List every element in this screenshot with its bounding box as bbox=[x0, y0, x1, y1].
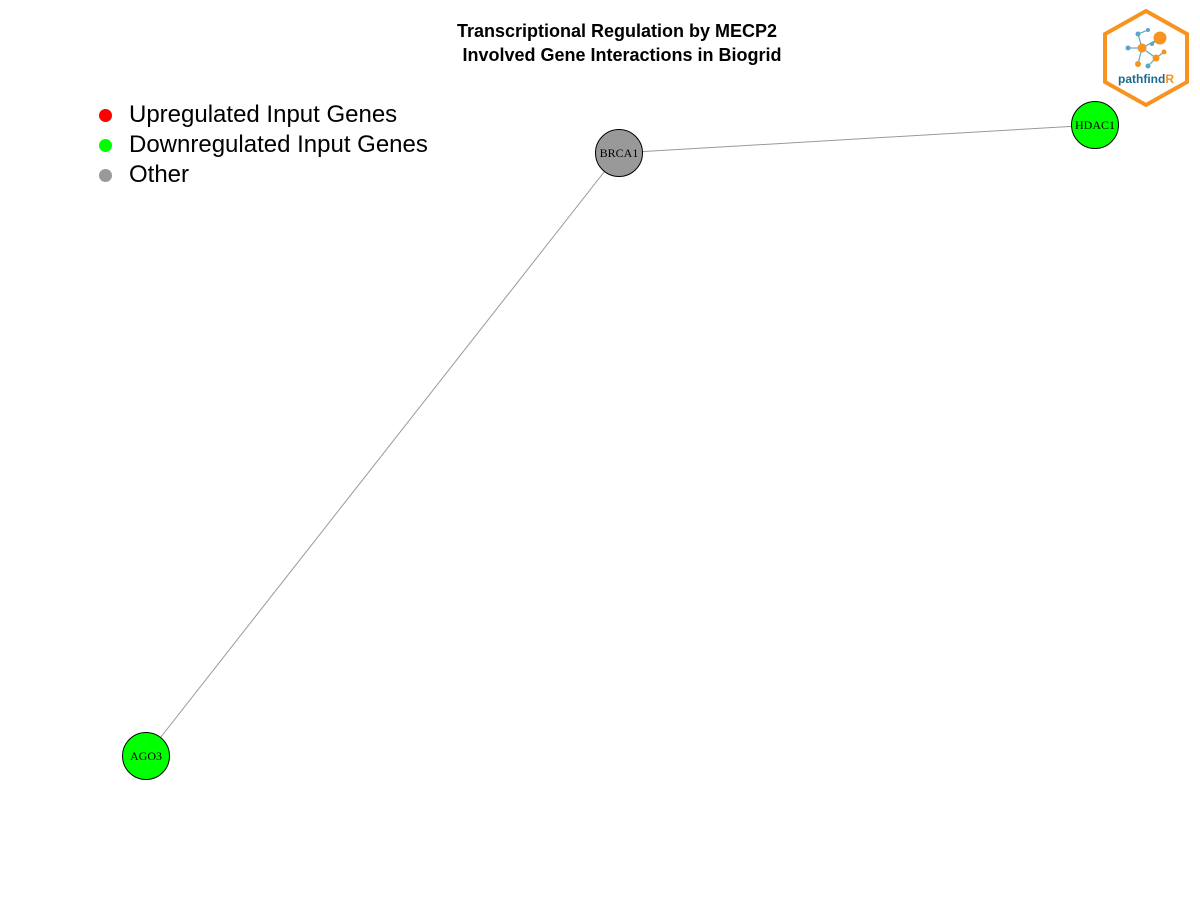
node-label-brca1: BRCA1 bbox=[600, 146, 639, 160]
edge-brca1-ago3 bbox=[145, 152, 620, 757]
logo-text-accent: R bbox=[1165, 72, 1174, 86]
node-hdac1: HDAC1 bbox=[1071, 101, 1119, 149]
legend: Upregulated Input Genes Downregulated In… bbox=[96, 100, 428, 190]
logo-text-main: pathfind bbox=[1118, 72, 1165, 86]
network-edges bbox=[145, 124, 1096, 757]
pathfindr-logo: pathfindR bbox=[1100, 8, 1192, 113]
node-circle-hdac1 bbox=[1071, 101, 1119, 149]
node-label-ago3: AGO3 bbox=[130, 749, 162, 763]
pathfindr-logo-icon: pathfindR bbox=[1103, 8, 1189, 108]
chart-title-line1: Transcriptional Regulation by MECP2 bbox=[456, 21, 778, 41]
node-circle-ago3 bbox=[122, 732, 170, 780]
legend-item-upregulated: Upregulated Input Genes bbox=[96, 100, 428, 130]
legend-label-upregulated: Upregulated Input Genes bbox=[129, 101, 398, 128]
legend-marker-other bbox=[99, 168, 112, 182]
legend-item-downregulated: Downregulated Input Genes bbox=[96, 130, 428, 160]
legend-marker-downregulated bbox=[99, 138, 112, 152]
chart-title-line2: Involved Gene Interactions in Biogrid bbox=[462, 45, 782, 65]
legend-marker-upregulated bbox=[99, 108, 112, 122]
legend-label-other: Other bbox=[129, 161, 190, 188]
node-label-hdac1: HDAC1 bbox=[1075, 118, 1115, 132]
legend-item-other: Other bbox=[96, 160, 428, 190]
svg-text:pathfindR: pathfindR bbox=[1118, 72, 1174, 86]
node-circle-brca1 bbox=[595, 129, 643, 177]
node-brca1: BRCA1 bbox=[595, 129, 643, 177]
edge-brca1-hdac1 bbox=[618, 124, 1096, 154]
legend-label-downregulated: Downregulated Input Genes bbox=[129, 131, 428, 158]
network-nodes: BRCA1 HDAC1 AGO3 bbox=[122, 101, 1119, 780]
node-ago3: AGO3 bbox=[122, 732, 170, 780]
